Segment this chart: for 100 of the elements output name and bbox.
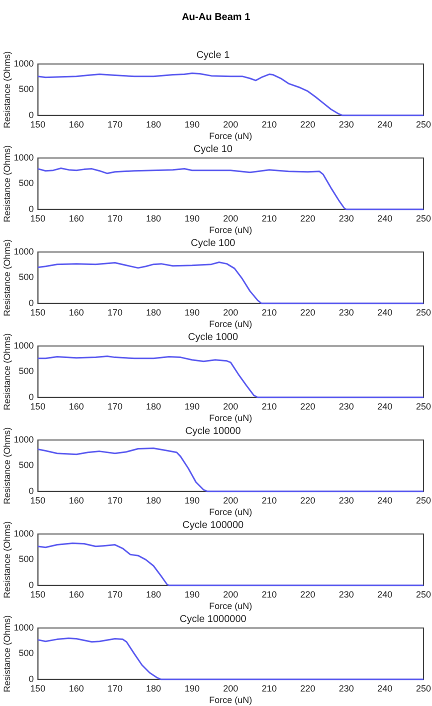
y-tick-label: 0 [28,674,34,684]
x-tick-label: 230 [338,119,354,130]
chart-title: Cycle 1000000 [180,614,247,625]
x-tick-label: 160 [68,401,84,412]
chart-title: Au-Au Beam 1 [180,11,252,25]
x-tick-label: 220 [300,683,316,694]
x-tick-label: 160 [68,589,84,600]
y-tick-label: 500 [18,178,34,188]
y-axis-title: Resistance (Ohms) [2,427,12,504]
y-tick-label: 1000 [14,434,34,444]
x-axis-title: Force (uN) [209,601,252,612]
x-tick-label: 180 [146,307,162,318]
y-tick-label: 1000 [14,58,34,68]
y-axis-title: Resistance (Ohms) [2,615,12,692]
x-tick-label: 150 [30,119,46,130]
x-tick-label: 190 [184,119,200,130]
y-tick-label: 500 [18,366,34,376]
x-tick-label: 170 [107,495,122,506]
x-tick-label: 190 [184,307,200,318]
x-tick-label: 230 [338,401,354,412]
x-tick-label: 200 [223,683,238,694]
x-tick-label: 200 [223,213,238,224]
y-axis-title: Resistance (Ohms) [2,333,12,410]
y-tick-label: 1000 [14,152,34,162]
y-tick-label: 0 [28,298,34,308]
x-tick-label: 170 [107,213,122,224]
x-tick-label: 230 [338,213,354,224]
x-axis-title: Force (uN) [209,131,252,142]
x-tick-label: 210 [262,307,277,318]
x-tick-label: 220 [300,589,316,600]
chart-subtitle: Cycle 1 [196,50,230,61]
x-tick-label: 170 [107,589,122,600]
chart-title: Cycle 100000 [182,520,244,531]
y-tick-label: 1000 [14,528,34,538]
x-tick-label: 190 [184,213,200,224]
y-tick-label: 1000 [14,622,34,632]
x-axis-title: Force (uN) [209,507,252,518]
x-tick-label: 170 [107,119,122,130]
x-tick-label: 250 [416,213,432,224]
x-tick-label: 250 [416,589,432,600]
x-axis-title: Force (uN) [209,413,252,424]
x-tick-label: 160 [68,119,84,130]
x-tick-label: 250 [416,495,432,506]
y-tick-label: 500 [18,460,34,470]
y-axis-title: Resistance (Ohms) [2,521,12,598]
x-tick-label: 240 [377,213,392,224]
x-tick-label: 250 [416,307,432,318]
x-tick-label: 190 [184,589,200,600]
x-tick-label: 150 [30,683,46,694]
y-tick-label: 500 [18,272,34,282]
x-tick-label: 240 [377,307,392,318]
chart-title: Cycle 10000 [185,426,242,437]
y-tick-label: 1000 [14,246,34,256]
x-axis-title: Force (uN) [209,225,252,236]
x-tick-label: 220 [300,307,316,318]
y-axis-title: Resistance (Ohms) [2,239,12,316]
x-tick-label: 150 [30,401,46,412]
x-tick-label: 220 [300,401,316,412]
x-tick-label: 190 [184,683,200,694]
x-tick-label: 180 [146,683,162,694]
x-tick-label: 250 [416,119,432,130]
x-tick-label: 230 [338,589,354,600]
x-tick-label: 210 [262,401,277,412]
x-tick-label: 240 [377,589,392,600]
y-tick-label: 0 [28,204,34,214]
y-tick-label: 500 [18,84,34,94]
x-tick-label: 200 [223,401,238,412]
x-axis-title: Force (uN) [209,319,252,330]
x-tick-label: 180 [146,589,162,600]
x-tick-label: 220 [300,213,316,224]
y-axis-title: Resistance (Ohms) [2,51,12,128]
y-tick-label: 1000 [14,340,34,350]
y-tick-label: 0 [28,486,34,496]
x-tick-label: 210 [262,213,277,224]
x-tick-label: 210 [262,683,277,694]
x-tick-label: 230 [338,495,354,506]
x-tick-label: 220 [300,495,316,506]
x-tick-label: 150 [30,307,46,318]
x-tick-label: 230 [338,683,354,694]
x-tick-label: 250 [416,401,432,412]
x-tick-label: 200 [223,495,238,506]
x-tick-label: 150 [30,495,46,506]
x-tick-label: 230 [338,307,354,318]
x-tick-label: 180 [146,119,162,130]
x-tick-label: 170 [107,307,122,318]
x-tick-label: 190 [184,401,200,412]
x-tick-label: 150 [30,589,46,600]
y-tick-label: 500 [18,648,34,658]
y-tick-label: 500 [18,554,34,564]
x-tick-label: 240 [377,119,392,130]
y-tick-label: 0 [28,110,34,120]
x-tick-label: 160 [68,495,84,506]
x-tick-label: 150 [30,213,46,224]
y-tick-label: 0 [28,392,34,402]
x-tick-label: 170 [107,401,122,412]
x-tick-label: 180 [146,495,162,506]
x-tick-label: 180 [146,213,162,224]
y-axis-title: Resistance (Ohms) [2,145,12,222]
x-tick-label: 200 [223,307,238,318]
x-tick-label: 160 [68,307,84,318]
